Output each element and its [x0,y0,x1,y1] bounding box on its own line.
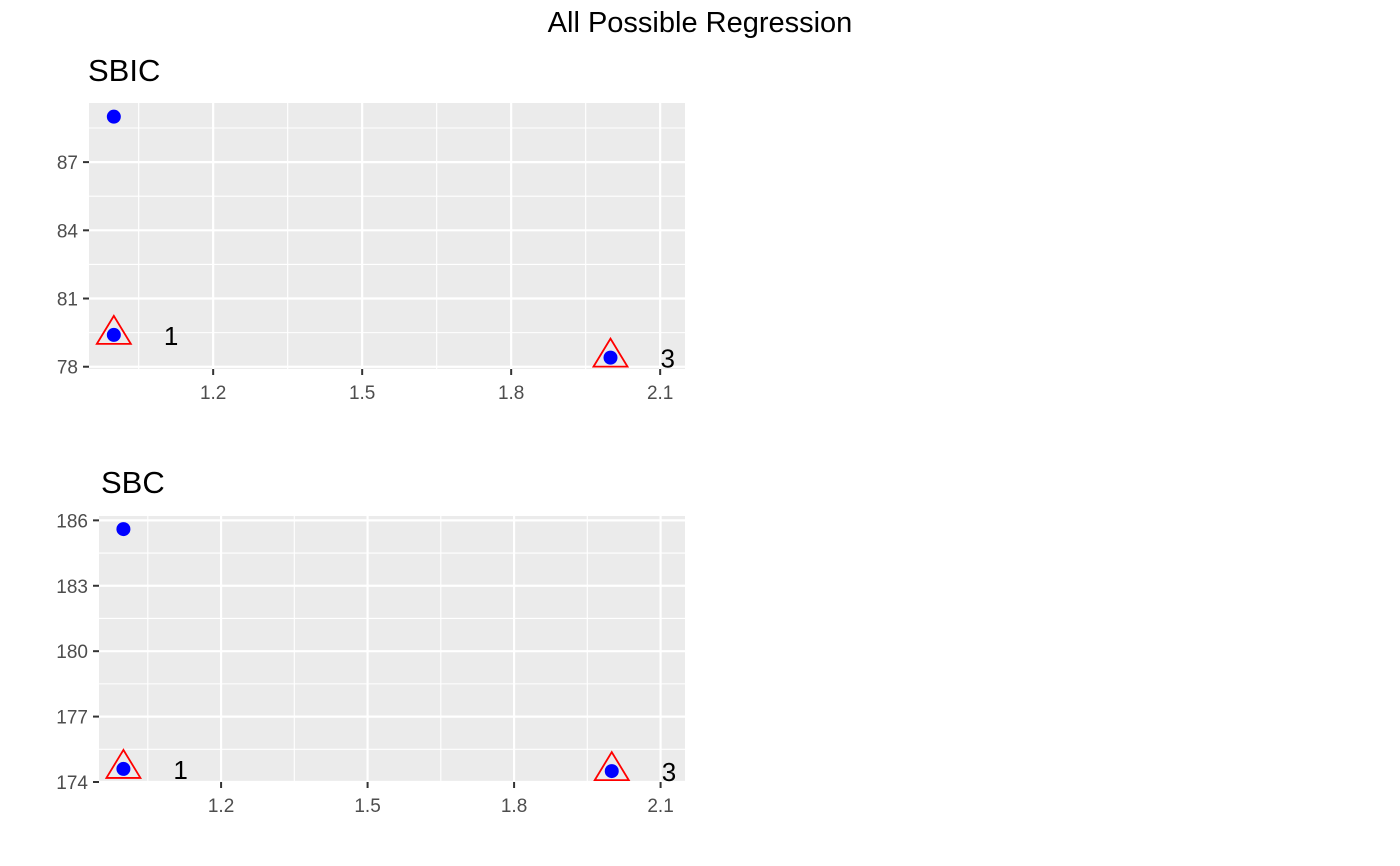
y-tick-label: 81 [57,290,78,311]
figure-title: All Possible Regression [548,7,853,39]
y-tick-label: 78 [57,358,78,379]
x-tick-label: 1.8 [498,383,524,404]
y-tick-label: 87 [57,153,78,174]
x-tick-label: 1.5 [354,796,380,817]
panel-title: SBC [101,465,165,500]
data-point [116,522,131,537]
data-point [604,764,619,779]
highlight-triangle [104,748,143,779]
x-tick-label: 1.2 [200,383,226,404]
y-tick-label: 180 [56,642,88,663]
point-label: 1 [164,321,178,351]
y-tick-label: 174 [56,773,88,794]
data-point [106,327,121,342]
point-label: 3 [661,344,675,374]
y-tick-label: 84 [57,221,79,242]
highlight-triangle [593,750,631,781]
panel-title: SBIC [88,53,160,88]
point-label: 3 [662,757,676,787]
sbc-panel: SBC 1.2 1.5 1.8 2.1 174 177 180 183 186 1 3 [56,465,685,817]
y-tick-label: 177 [56,708,88,729]
data-point [603,350,618,365]
highlight-triangle [591,336,630,368]
x-tick-label: 1.8 [501,796,527,817]
y-tick-label: 183 [56,577,88,598]
y-tick-label: 186 [56,511,88,532]
x-tick-label: 1.2 [208,796,234,817]
x-tick-label: 2.1 [647,383,673,404]
x-tick-label: 2.1 [647,796,673,817]
highlight-triangle [95,314,133,345]
sbic-panel: SBIC 1.2 1.5 1.8 2.1 78 81 84 87 1 3 [57,53,685,404]
plot-background [89,103,685,369]
plot-background [99,516,685,782]
data-point [116,761,131,776]
x-tick-label: 1.5 [349,383,375,404]
data-point [106,109,121,124]
point-label: 1 [173,755,187,785]
